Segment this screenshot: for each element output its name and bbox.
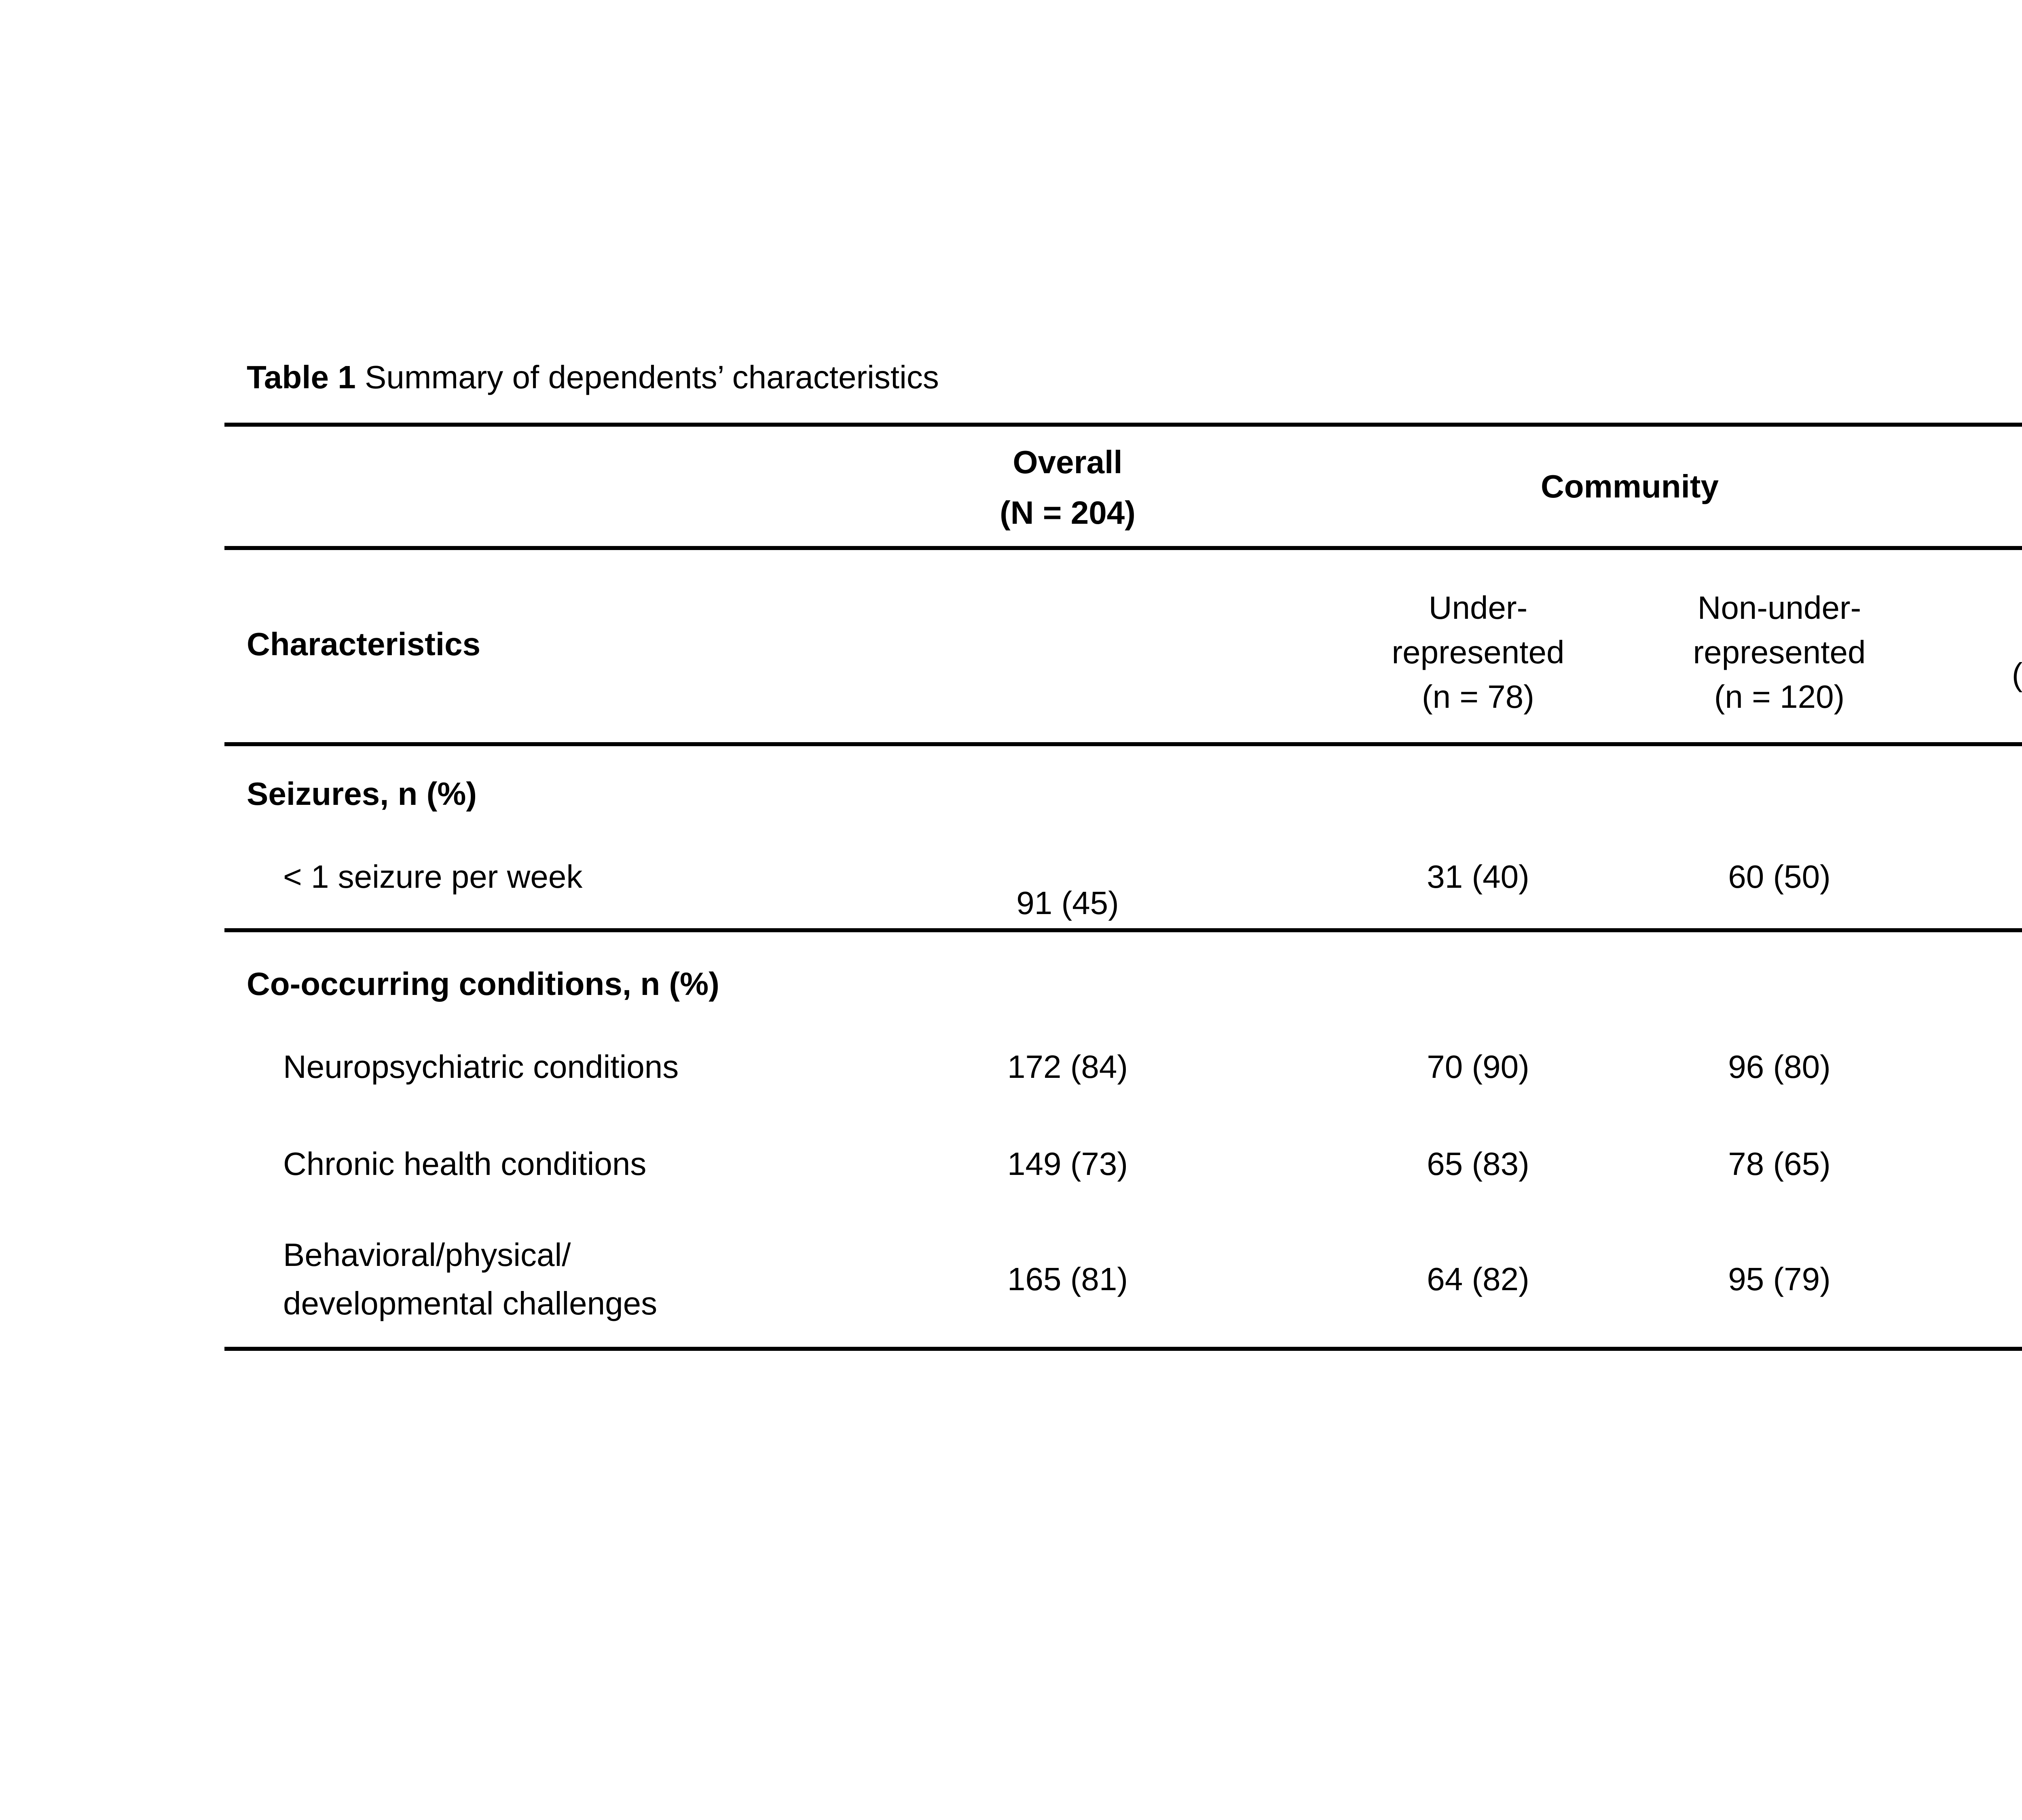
column-header-line: Non-under- [1697, 593, 1861, 627]
section-divider-rule [224, 928, 2022, 932]
table-cell: 70 (90) [1427, 1052, 1529, 1086]
row-label-chronic-health-conditions: Chronic health conditions [283, 1149, 647, 1183]
column-header-line: Under- [1428, 593, 1528, 627]
column-header-line: Female [2012, 611, 2022, 655]
table-cell: 95 (79) [1728, 1264, 1831, 1298]
table-cell: 78 (65) [1728, 1149, 1831, 1183]
table-cell-overall: 165 (81) [1007, 1264, 1128, 1298]
column-header-overall-line1: Overall [1013, 447, 1123, 481]
section-heading-seizures: Seizures, n (%) [247, 779, 477, 813]
table-caption-text: Summary of dependents’ characteristics [365, 362, 939, 396]
table-cell-overall: 91 (45) [1016, 888, 1119, 922]
table-bottom-rule [224, 1347, 2022, 1351]
column-header-characteristics: Characteristics [247, 629, 481, 663]
column-header-overall-line2: (N = 204) [1000, 497, 1136, 532]
table-cell: 64 (82) [1427, 1264, 1529, 1298]
table-cell-overall: 149 (73) [1007, 1149, 1128, 1183]
row-label-line: Behavioral/physical/ [283, 1240, 571, 1274]
column-header-overall: Overall (N = 204) [1000, 439, 1136, 540]
header-group-rule [224, 546, 2022, 550]
table-cell: 31 (40) [1427, 861, 1529, 896]
column-header-line: represented [1693, 637, 1866, 671]
row-label-behavioral-physical-developmental-challenges: Behavioral/physical/ developmental chall… [283, 1234, 657, 1331]
row-label-line: developmental challenges [283, 1288, 658, 1323]
column-header-female: Female (n = 111) [2012, 611, 2022, 700]
column-header-line: (n = 120) [1714, 681, 1845, 716]
table-cell: 96 (80) [1728, 1052, 1831, 1086]
row-label-neuropsychiatric-conditions: Neuropsychiatric conditions [283, 1052, 679, 1086]
row-label-seizure-per-week: < 1 seizure per week [283, 861, 583, 896]
column-header-line: represented [1392, 637, 1565, 671]
table-top-rule [224, 423, 2022, 427]
header-rule [224, 742, 2022, 746]
table-caption: Table 1 Summary of dependents’ character… [247, 360, 939, 400]
table-cell-overall: 172 (84) [1007, 1052, 1128, 1086]
column-header-line: (n = 78) [1421, 681, 1534, 716]
table-caption-number: Table 1 [247, 362, 356, 396]
group-header-community: Community [1541, 471, 1719, 506]
column-header-under-represented: Under- represented (n = 78) [1392, 588, 1565, 722]
section-heading-co-occurring-conditions: Co-occurring conditions, n (%) [247, 969, 719, 1003]
column-header-non-under-represented: Non-under- represented (n = 120) [1693, 588, 1866, 722]
column-header-line: (n = 111) [2011, 659, 2022, 694]
table-cell: 60 (50) [1728, 861, 1831, 896]
table-cell: 65 (83) [1427, 1149, 1529, 1183]
